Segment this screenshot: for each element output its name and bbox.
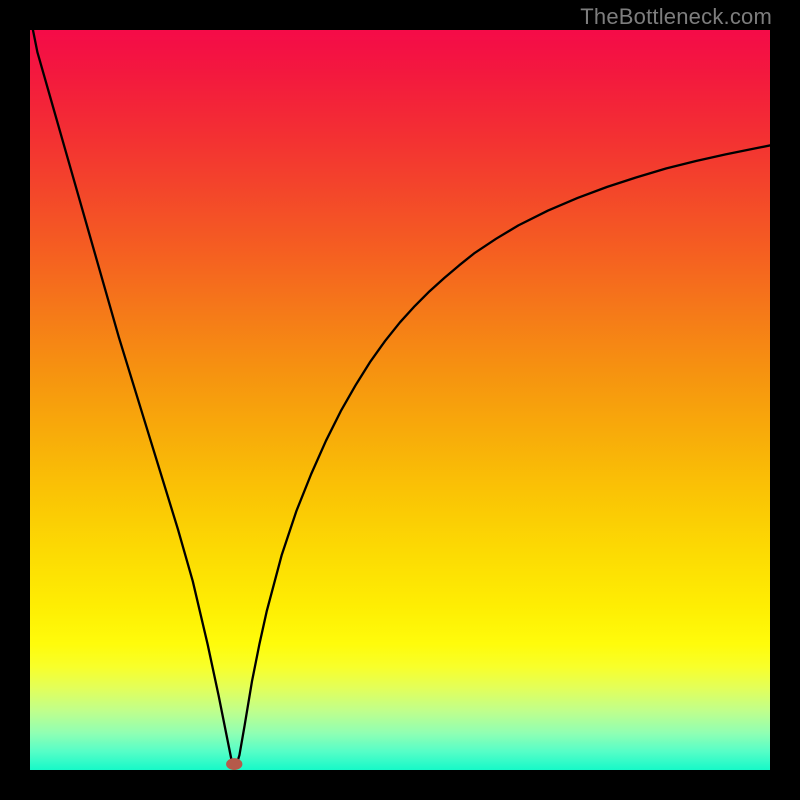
watermark-text: TheBottleneck.com	[580, 4, 772, 30]
bottleneck-curve	[30, 30, 770, 770]
curve-left-branch	[33, 30, 234, 769]
plot-area	[30, 30, 770, 770]
minimum-marker	[226, 758, 242, 770]
curve-right-branch	[236, 145, 770, 767]
chart-frame: TheBottleneck.com	[0, 0, 800, 800]
